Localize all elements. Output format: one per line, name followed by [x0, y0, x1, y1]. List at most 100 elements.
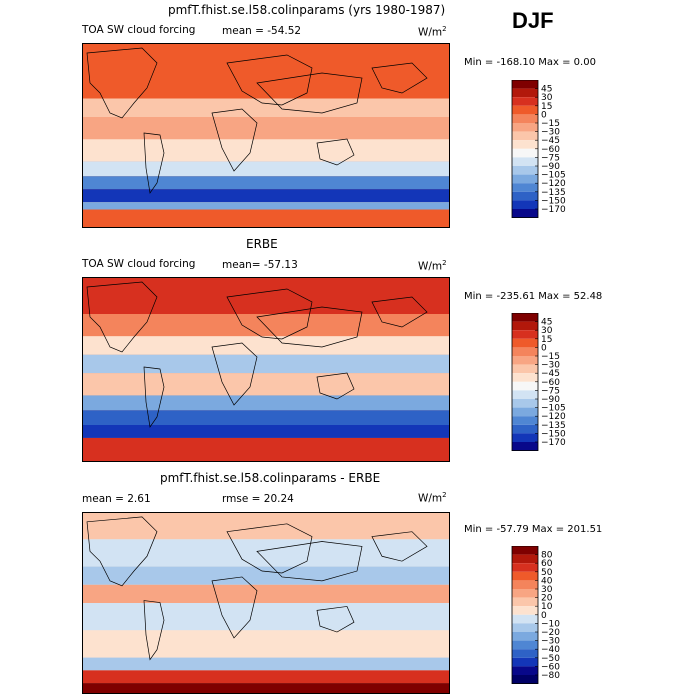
colorbar-swatch	[512, 614, 538, 624]
colorbar-swatch	[512, 657, 538, 667]
colorbar-swatch	[512, 209, 538, 218]
colorbar-tick-label: 80	[541, 551, 553, 561]
panel3-rmse: rmse = 20.24	[222, 493, 294, 505]
colorbar-tick-label: −50	[541, 654, 560, 664]
colorbar-tick-label: 40	[541, 576, 553, 586]
colorbar-tick-label: 15	[541, 335, 552, 345]
panel1-colorbar: 4530150−15−30−45−60−75−90−105−120−135−15…	[511, 80, 566, 219]
colorbar-swatch	[512, 623, 538, 632]
panel2-mean: mean= -57.13	[222, 259, 298, 271]
colorbar-tick-label: 60	[541, 559, 553, 569]
colorbar-swatch	[512, 338, 538, 348]
colorbar-tick-label: −120	[541, 412, 566, 422]
colorbar-tick-label: 30	[541, 585, 553, 595]
colorbar-swatch	[512, 675, 538, 684]
colorbar-swatch	[512, 157, 538, 166]
panel3-minmax: Min = -57.79 Max = 201.51	[464, 524, 603, 535]
colorbar-swatch	[512, 563, 538, 572]
colorbar-tick-label: 0	[541, 110, 547, 120]
colorbar-tick-label: −30	[541, 361, 560, 371]
panel2-variable: TOA SW cloud forcing	[82, 258, 196, 270]
colorbar-swatch	[512, 200, 538, 209]
colorbar-tick-label: 20	[541, 594, 553, 604]
colorbar-tick-label: −150	[541, 429, 566, 439]
colorbar-swatch	[512, 373, 538, 382]
colorbar-swatch	[512, 131, 538, 141]
panel3-map	[82, 512, 450, 694]
colorbar-tick-label: −105	[541, 404, 566, 414]
colorbar-swatch	[512, 589, 538, 598]
colorbar-swatch	[512, 114, 538, 123]
colorbar-tick-label: −45	[541, 136, 560, 146]
colorbar-swatch	[512, 330, 538, 339]
colorbar-swatch	[512, 571, 538, 581]
colorbar-swatch	[512, 640, 538, 650]
colorbar-tick-label: −120	[541, 179, 566, 189]
colorbar-tick-label: −60	[541, 145, 560, 155]
colorbar-tick-label: 30	[541, 326, 553, 336]
colorbar-swatch	[512, 321, 538, 331]
colorbar-tick-label: 0	[541, 611, 547, 621]
panel3-mean: mean = 2.61	[82, 493, 151, 505]
panel2-units: W/m2	[418, 259, 447, 273]
colorbar-swatch	[512, 88, 538, 98]
colorbar-tick-label: −150	[541, 196, 566, 206]
colorbar-tick-label: −30	[541, 637, 560, 647]
colorbar-tick-label: −170	[541, 438, 566, 448]
colorbar-swatch	[512, 174, 538, 184]
colorbar-swatch	[512, 433, 538, 442]
colorbar-swatch	[512, 399, 538, 408]
colorbar-tick-label: −40	[541, 645, 560, 655]
panel1-variable: TOA SW cloud forcing	[82, 24, 196, 36]
colorbar-tick-label: −90	[541, 162, 560, 172]
colorbar-tick-label: −90	[541, 395, 560, 405]
colorbar-tick-label: −20	[541, 628, 560, 638]
colorbar-swatch	[512, 313, 538, 322]
colorbar-swatch	[512, 424, 538, 434]
colorbar-swatch	[512, 606, 538, 615]
colorbar-tick-label: 45	[541, 85, 552, 95]
panel1-minmax: Min = -168.10 Max = 0.00	[464, 57, 596, 68]
panel3-units: W/m2	[418, 491, 447, 505]
colorbar-tick-label: −15	[541, 352, 560, 362]
panel2-title: ERBE	[246, 237, 278, 251]
colorbar-swatch	[512, 183, 538, 192]
colorbar-tick-label: −80	[541, 671, 560, 681]
colorbar-tick-label: −60	[541, 378, 560, 388]
colorbar-tick-label: 15	[541, 102, 552, 112]
colorbar-tick-label: −135	[541, 421, 566, 431]
colorbar-swatch	[512, 148, 538, 158]
panel2-colorbar: 4530150−15−30−45−60−75−90−105−120−135−15…	[511, 313, 566, 452]
colorbar-tick-label: 0	[541, 343, 547, 353]
colorbar-tick-label: −75	[541, 153, 560, 163]
colorbar-swatch	[512, 97, 538, 106]
colorbar-swatch	[512, 554, 538, 564]
panel1-mean: mean = -54.52	[222, 25, 302, 37]
colorbar-tick-label: −45	[541, 369, 560, 379]
colorbar-tick-label: −60	[541, 662, 560, 672]
colorbar-tick-label: −170	[541, 205, 566, 215]
panel2-map	[82, 277, 450, 462]
colorbar-swatch	[512, 580, 538, 589]
season-label: DJF	[512, 8, 554, 33]
panel2-minmax: Min = -235.61 Max = 52.48	[464, 291, 603, 302]
colorbar-tick-label: −135	[541, 188, 566, 198]
colorbar-swatch	[512, 442, 538, 451]
colorbar-swatch	[512, 546, 538, 555]
colorbar-swatch	[512, 166, 538, 175]
colorbar-tick-label: −75	[541, 386, 560, 396]
colorbar-swatch	[512, 140, 538, 149]
colorbar-swatch	[512, 364, 538, 374]
colorbar-tick-label: −10	[541, 619, 560, 629]
colorbar-swatch	[512, 407, 538, 417]
colorbar-swatch	[512, 390, 538, 399]
colorbar-tick-label: −30	[541, 128, 560, 138]
colorbar-tick-label: −15	[541, 119, 560, 129]
colorbar-swatch	[512, 356, 538, 365]
colorbar-swatch	[512, 105, 538, 115]
colorbar-tick-label: 45	[541, 318, 552, 328]
colorbar-swatch	[512, 416, 538, 425]
panel1-units: W/m2	[418, 25, 447, 39]
panel3-title: pmfT.fhist.se.l58.colinparams - ERBE	[160, 471, 381, 485]
